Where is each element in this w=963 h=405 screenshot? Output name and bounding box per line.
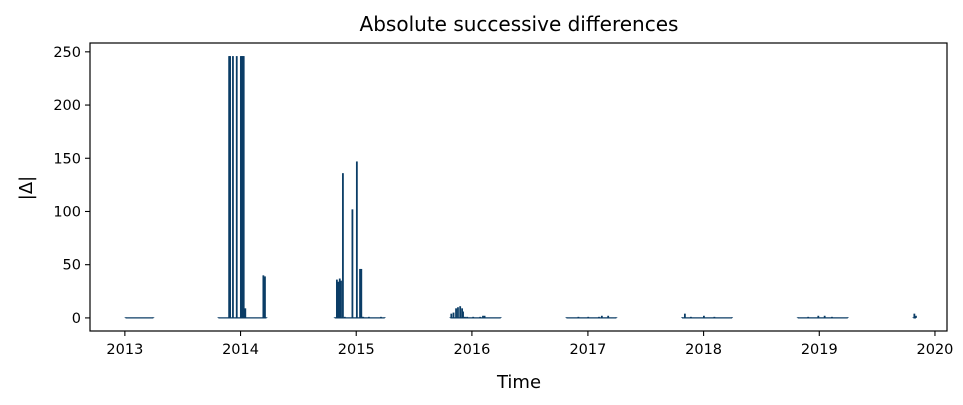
bar — [340, 280, 342, 318]
bar — [459, 306, 462, 318]
bar — [915, 315, 917, 318]
bar — [228, 56, 231, 318]
bar — [240, 56, 243, 318]
y-tick-label: 200 — [53, 98, 81, 114]
bar — [360, 268, 363, 318]
y-tick-label: 100 — [53, 204, 81, 220]
x-axis-ticks: 2013 2014 2015 2016 2017 2018 2019 2020 — [106, 331, 953, 358]
bar — [455, 308, 457, 318]
y-tick-label: 0 — [72, 311, 81, 327]
x-tick-label: 2015 — [338, 342, 375, 358]
bar — [452, 312, 455, 318]
y-axis-label: |Δ| — [16, 176, 37, 200]
bar — [607, 315, 610, 318]
bar — [241, 56, 244, 318]
y-tick-label: 150 — [53, 151, 81, 167]
bar — [229, 56, 231, 318]
bar — [461, 308, 463, 318]
bar — [600, 315, 603, 318]
y-tick-label: 50 — [63, 258, 81, 274]
bar — [232, 56, 234, 318]
bar — [615, 317, 618, 318]
bar — [823, 315, 826, 318]
bar — [337, 281, 340, 318]
chart-title: Absolute successive differences — [360, 12, 679, 36]
bar — [355, 161, 358, 318]
bar — [338, 278, 341, 318]
bar — [482, 315, 484, 318]
x-tick-label: 2014 — [222, 342, 259, 358]
bar — [450, 313, 453, 318]
x-tick-label: 2016 — [453, 342, 490, 358]
x-tick-label: 2018 — [685, 342, 722, 358]
bar — [462, 311, 464, 318]
bar — [483, 315, 486, 318]
bar — [244, 308, 247, 318]
bar — [335, 279, 338, 318]
bars-group — [124, 56, 917, 319]
bar — [359, 268, 361, 318]
bar — [913, 313, 916, 318]
x-axis-label: Time — [496, 372, 541, 393]
bar — [235, 56, 238, 318]
bar — [264, 276, 266, 318]
bar — [846, 317, 849, 318]
x-tick-label: 2020 — [917, 342, 954, 358]
bar — [152, 317, 155, 318]
bar — [239, 56, 242, 318]
bar — [342, 173, 344, 318]
bar — [351, 209, 354, 318]
x-tick-label: 2013 — [106, 342, 143, 358]
x-tick-label: 2019 — [801, 342, 838, 358]
bar — [703, 315, 705, 318]
x-tick-label: 2017 — [569, 342, 606, 358]
bar — [457, 307, 459, 318]
y-axis-ticks: 0 50 100 150 200 250 — [53, 45, 90, 327]
plot-frame — [89, 42, 948, 332]
bar — [817, 315, 820, 318]
y-tick-label: 250 — [53, 45, 81, 61]
bar — [242, 56, 245, 318]
bar — [683, 313, 686, 318]
bar — [263, 277, 265, 318]
